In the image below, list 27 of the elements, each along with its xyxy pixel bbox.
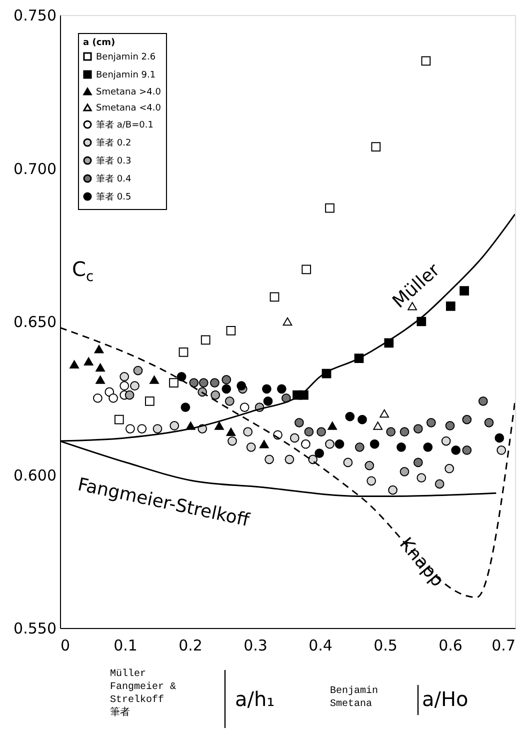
x-tick-label: 0.3 [244, 636, 268, 654]
x-tick-label: 0.1 [114, 636, 138, 654]
text: Müller Fangmeier & Strelkoff 筆者 [110, 668, 176, 719]
x-tick-label: 0.7 [492, 636, 516, 654]
y-tick-label: 0.700 [14, 160, 56, 178]
y-tick-label: 0.650 [14, 313, 56, 331]
x-tick-label: 0.2 [178, 636, 202, 654]
x-tick-label: 0 [60, 636, 70, 654]
legend-label: 筆者 0.4 [96, 174, 132, 184]
y-tick-label: 0.550 [14, 620, 56, 638]
text: a/Ho [422, 687, 468, 711]
text: a/h₁ [235, 687, 275, 711]
legend-label: Smetana <4.0 [96, 104, 162, 114]
legend-label: 筆者 0.5 [96, 192, 132, 202]
x-tick-label: 0.6 [438, 636, 462, 654]
legend-label: 筆者 a/B=0.1 [96, 120, 154, 130]
x-tick-label: 0.4 [308, 636, 332, 654]
legend-label: Benjamin 2.6 [96, 52, 156, 62]
y-tick-label: 0.750 [14, 6, 56, 24]
legend-label: Benjamin 9.1 [96, 70, 156, 80]
text: Benjamin Smetana [330, 685, 378, 710]
legend-label: 筆者 0.2 [96, 138, 132, 148]
legend-title: a (cm) [83, 38, 116, 48]
legend-label: 筆者 0.3 [96, 156, 132, 166]
x-tick-label: 0.5 [374, 636, 398, 654]
y-tick-label: 0.600 [14, 466, 56, 484]
legend-label: Smetana >4.0 [96, 88, 162, 98]
